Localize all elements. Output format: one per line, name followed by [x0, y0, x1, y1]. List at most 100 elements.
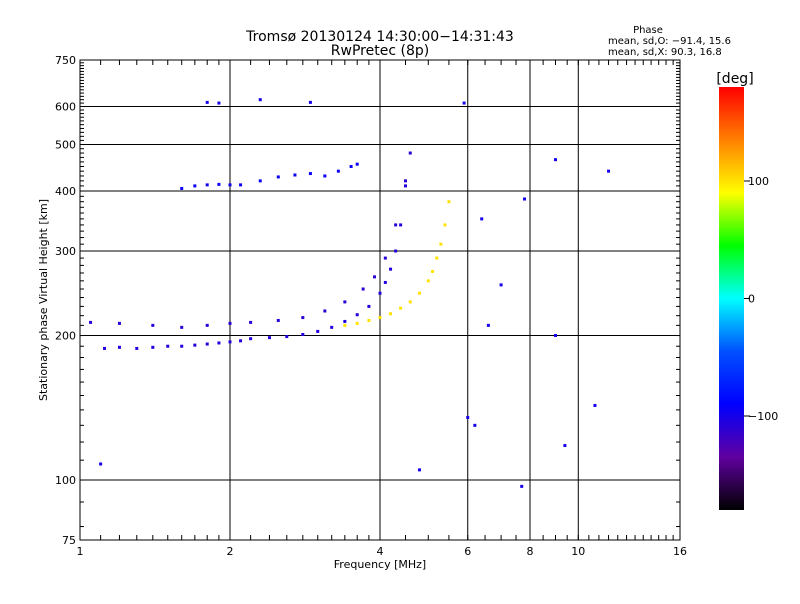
data-point: [417, 291, 421, 295]
chart-title: Tromsø 20130124 14:30:00−14:31:43: [245, 29, 514, 45]
data-point: [323, 174, 327, 178]
data-point: [378, 291, 382, 295]
data-point: [343, 319, 347, 323]
data-point: [117, 321, 121, 325]
data-point: [276, 318, 280, 322]
data-point: [301, 316, 305, 320]
x-tick-label: 1: [77, 545, 84, 558]
y-tick-label: 500: [55, 139, 76, 152]
data-point: [593, 403, 597, 407]
data-point: [553, 334, 557, 338]
data-point: [373, 275, 377, 279]
data-point: [267, 336, 271, 340]
grid: [80, 60, 680, 540]
data-point: [285, 335, 289, 339]
data-point: [408, 300, 412, 304]
data-point: [180, 344, 184, 348]
data-points: [89, 98, 611, 488]
data-point: [180, 325, 184, 329]
colorbar-tick-label: 0: [748, 293, 755, 306]
x-tick-label: 6: [464, 545, 471, 558]
data-point: [323, 309, 327, 313]
y-tick-label: 100: [55, 474, 76, 487]
data-point: [249, 337, 253, 341]
data-point: [193, 184, 197, 188]
data-point: [343, 300, 347, 304]
colorbar-label: [deg]: [716, 71, 753, 87]
data-point: [383, 280, 387, 284]
data-point: [367, 304, 371, 308]
axis-ticks: 1 2 4 6 8 10 16 75 100 200 300 400 500 600 750: [55, 54, 687, 558]
data-point: [205, 183, 209, 187]
chart-subtitle: RwPretec (8p): [331, 43, 429, 59]
data-point: [403, 179, 407, 183]
data-point: [399, 306, 403, 310]
data-point: [316, 329, 320, 333]
data-point: [408, 151, 412, 155]
data-point: [308, 100, 312, 104]
data-point: [99, 462, 103, 466]
data-point: [523, 197, 527, 201]
data-point: [228, 321, 232, 325]
data-point: [499, 283, 503, 287]
data-point: [258, 98, 262, 102]
data-point: [439, 242, 443, 246]
x-tick-label: 8: [527, 545, 534, 558]
x-tick-label: 4: [377, 545, 384, 558]
data-point: [330, 325, 334, 329]
data-point: [486, 323, 490, 327]
data-point: [151, 323, 155, 327]
data-point: [389, 267, 393, 271]
data-point: [249, 320, 253, 324]
data-point: [435, 256, 439, 260]
y-tick-label: 400: [55, 185, 76, 198]
data-point: [205, 342, 209, 346]
data-point: [389, 312, 393, 316]
stats-heading: Phase: [633, 25, 663, 36]
data-point: [117, 345, 121, 349]
data-point: [426, 279, 430, 283]
data-point: [394, 249, 398, 253]
data-point: [151, 345, 155, 349]
y-tick-label: 75: [62, 534, 76, 547]
data-point: [462, 101, 466, 105]
data-point: [394, 223, 398, 227]
x-tick-label: 16: [673, 545, 687, 558]
data-point: [217, 101, 221, 105]
data-point: [228, 183, 232, 187]
data-point: [367, 318, 371, 322]
data-point: [258, 179, 262, 183]
x-tick-label: 2: [227, 545, 234, 558]
data-point: [355, 321, 359, 325]
stats-line-x: mean, sd,X: 90.3, 16.8: [608, 47, 722, 58]
data-point: [103, 346, 107, 350]
data-point: [276, 175, 280, 179]
stats-line-o: mean, sd,O: −91.4, 15.6: [608, 36, 731, 47]
colorbar-tick-label: −100: [748, 410, 778, 423]
data-point: [383, 256, 387, 260]
x-tick-label: 10: [571, 545, 585, 558]
data-point: [447, 200, 451, 204]
y-axis-label: Stationary phase Virtual Height [km]: [37, 199, 50, 401]
data-point: [217, 182, 221, 186]
data-point: [361, 287, 365, 291]
data-point: [349, 164, 353, 168]
data-point: [466, 415, 470, 419]
data-point: [336, 169, 340, 173]
data-point: [378, 316, 382, 320]
data-point: [205, 100, 209, 104]
data-point: [205, 323, 209, 327]
colorbar: [719, 87, 744, 510]
data-point: [355, 313, 359, 317]
data-point: [403, 184, 407, 188]
data-point: [135, 346, 139, 350]
data-point: [553, 158, 557, 162]
data-point: [308, 172, 312, 176]
data-point: [180, 186, 184, 190]
y-tick-label: 600: [55, 101, 76, 114]
data-point: [607, 169, 611, 173]
data-point: [293, 173, 297, 177]
data-point: [166, 344, 170, 348]
